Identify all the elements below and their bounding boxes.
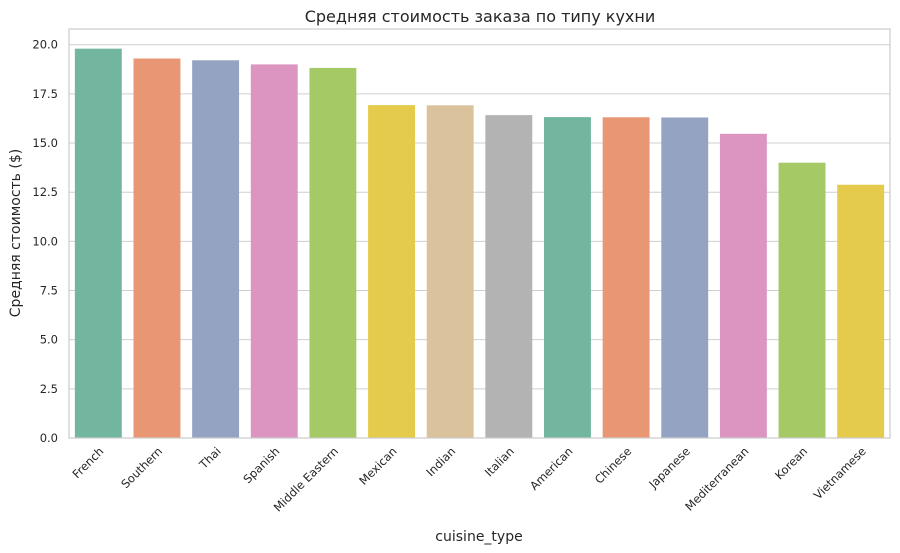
bar-vietnamese	[837, 184, 885, 438]
y-tick-label: 0.0	[40, 431, 58, 445]
x-tick-label: French	[70, 444, 107, 481]
y-tick-label: 12.5	[32, 185, 58, 199]
y-axis-ticks: 0.0 2.5 5.0 7.5 10.0 12.5 15.0 17.5 20.0	[32, 38, 58, 445]
bar-southern	[133, 58, 181, 439]
x-tick-label: Southern	[118, 444, 165, 491]
y-tick-label: 2.5	[40, 382, 58, 396]
y-tick-label: 10.0	[32, 234, 58, 248]
y-axis-label: Средняя стоимость ($)	[8, 149, 24, 317]
y-tick-label: 7.5	[40, 284, 58, 298]
x-tick-label: Spanish	[240, 444, 282, 486]
x-tick-label: Japanese	[645, 444, 693, 492]
bar-chinese	[602, 117, 650, 438]
bar-mediterranean	[719, 133, 767, 438]
x-tick-label: Thai	[196, 444, 224, 472]
bar-indian	[426, 105, 474, 439]
y-tick-label: 17.5	[32, 87, 58, 101]
x-tick-label: Mediterranean	[682, 444, 751, 513]
bar-spanish	[250, 64, 298, 439]
x-axis-label: cuisine_type	[435, 529, 522, 545]
bar-italian	[485, 115, 533, 438]
plot-frame	[68, 28, 891, 439]
x-tick-label: Chinese	[592, 444, 634, 486]
x-tick-label: Mexican	[356, 444, 399, 487]
x-tick-label: American	[527, 444, 576, 493]
x-tick-label: Italian	[482, 444, 517, 479]
chart-title: Средняя стоимость заказа по типу кухни	[305, 7, 656, 26]
bars	[74, 48, 885, 439]
bar-american	[544, 117, 591, 438]
bar-thai	[192, 60, 240, 439]
y-tick-label: 20.0	[32, 38, 58, 52]
bar-korean	[778, 162, 826, 438]
x-tick-label: Korean	[772, 444, 810, 482]
bar-mexican	[368, 105, 415, 438]
x-tick-label: Indian	[423, 444, 458, 479]
y-tick-label: 5.0	[40, 333, 58, 347]
bar-middle-eastern	[309, 67, 357, 438]
bar-japanese	[661, 117, 709, 438]
y-tick-label: 15.0	[32, 136, 58, 150]
x-tick-label: Vietnamese	[811, 444, 869, 502]
bar-french	[74, 48, 122, 439]
